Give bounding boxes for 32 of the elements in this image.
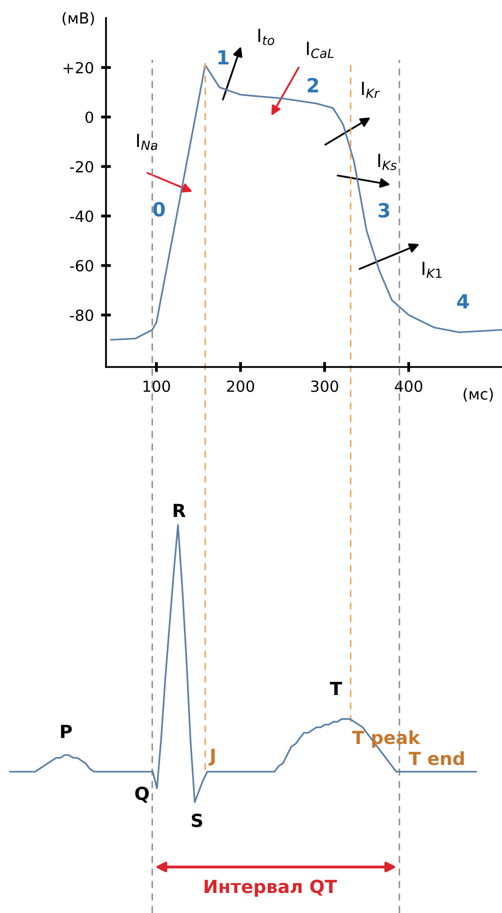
annotation: 3 <box>378 202 390 218</box>
annotation: I$_{to}$ <box>258 28 274 46</box>
x-tick-label: 300 <box>311 380 338 392</box>
y-tick-label: -60 <box>70 260 94 272</box>
annotation: 2 <box>308 78 318 92</box>
annotation: I$_{CaL}$ <box>306 42 334 58</box>
y-axis-title: (мВ) <box>62 12 94 26</box>
annotation: 0 <box>153 202 165 217</box>
annotation: T end <box>408 751 464 766</box>
text: S <box>192 814 202 828</box>
annotation: I$_{Ks}$ <box>378 154 397 170</box>
line-series <box>110 64 502 341</box>
annotation: I$_{K1}$ <box>422 262 442 278</box>
x-tick-label: 200 <box>227 380 254 392</box>
y-tick-label: -40 <box>70 210 94 222</box>
text: Интервал QT <box>204 880 337 897</box>
annotation: 1 <box>218 50 228 64</box>
annotation: I$_{Kr}$ <box>362 82 380 98</box>
y-tick-label: -20 <box>70 160 94 173</box>
annotation: J <box>208 748 215 766</box>
annotation: I$_{Na}$ <box>137 134 158 150</box>
text: R <box>174 504 186 517</box>
y-tick-label: -80 <box>70 309 94 322</box>
x-axis-title: (мс) <box>464 388 493 402</box>
annotation: T <box>330 682 342 695</box>
x-tick-label: 400 <box>394 380 422 392</box>
annotation: Q <box>135 786 149 803</box>
annotation: P <box>61 724 72 738</box>
annotation: 4 <box>457 294 469 308</box>
y-tick-label: 0 <box>85 111 94 124</box>
x-tick-label: 100 <box>144 380 170 392</box>
y-tick-label: +20 <box>64 62 94 74</box>
